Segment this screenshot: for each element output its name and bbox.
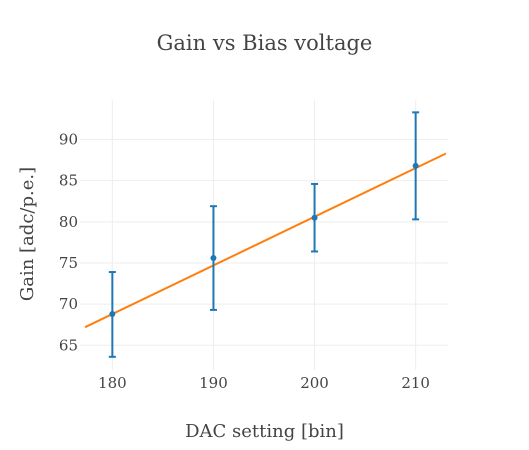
data-point (311, 214, 318, 221)
data-point (412, 162, 419, 169)
x-tick-label: 180 (98, 374, 127, 392)
y-axis-title: Gain [adc/p.e.] (17, 167, 38, 301)
y-tick-label: 85 (59, 172, 78, 190)
y-tick-label: 70 (59, 295, 78, 313)
y-tick-label: 90 (59, 131, 78, 149)
chart-title: Gain vs Bias voltage (157, 31, 373, 55)
plot-area (84, 111, 447, 358)
x-axis-title: DAC setting [bin] (185, 421, 344, 442)
x-tick-label: 190 (199, 374, 228, 392)
y-tick-label: 75 (59, 254, 78, 272)
x-tick-label: 210 (401, 374, 430, 392)
tick-labels: 180 190 200 210 65 70 75 80 85 90 (59, 131, 430, 392)
y-tick-label: 80 (59, 213, 78, 231)
data-point (210, 255, 217, 262)
data-point (109, 311, 116, 318)
grid-layer (80, 100, 448, 370)
y-tick-label: 65 (59, 336, 78, 354)
fit-line (84, 152, 447, 329)
x-tick-label: 200 (300, 374, 329, 392)
